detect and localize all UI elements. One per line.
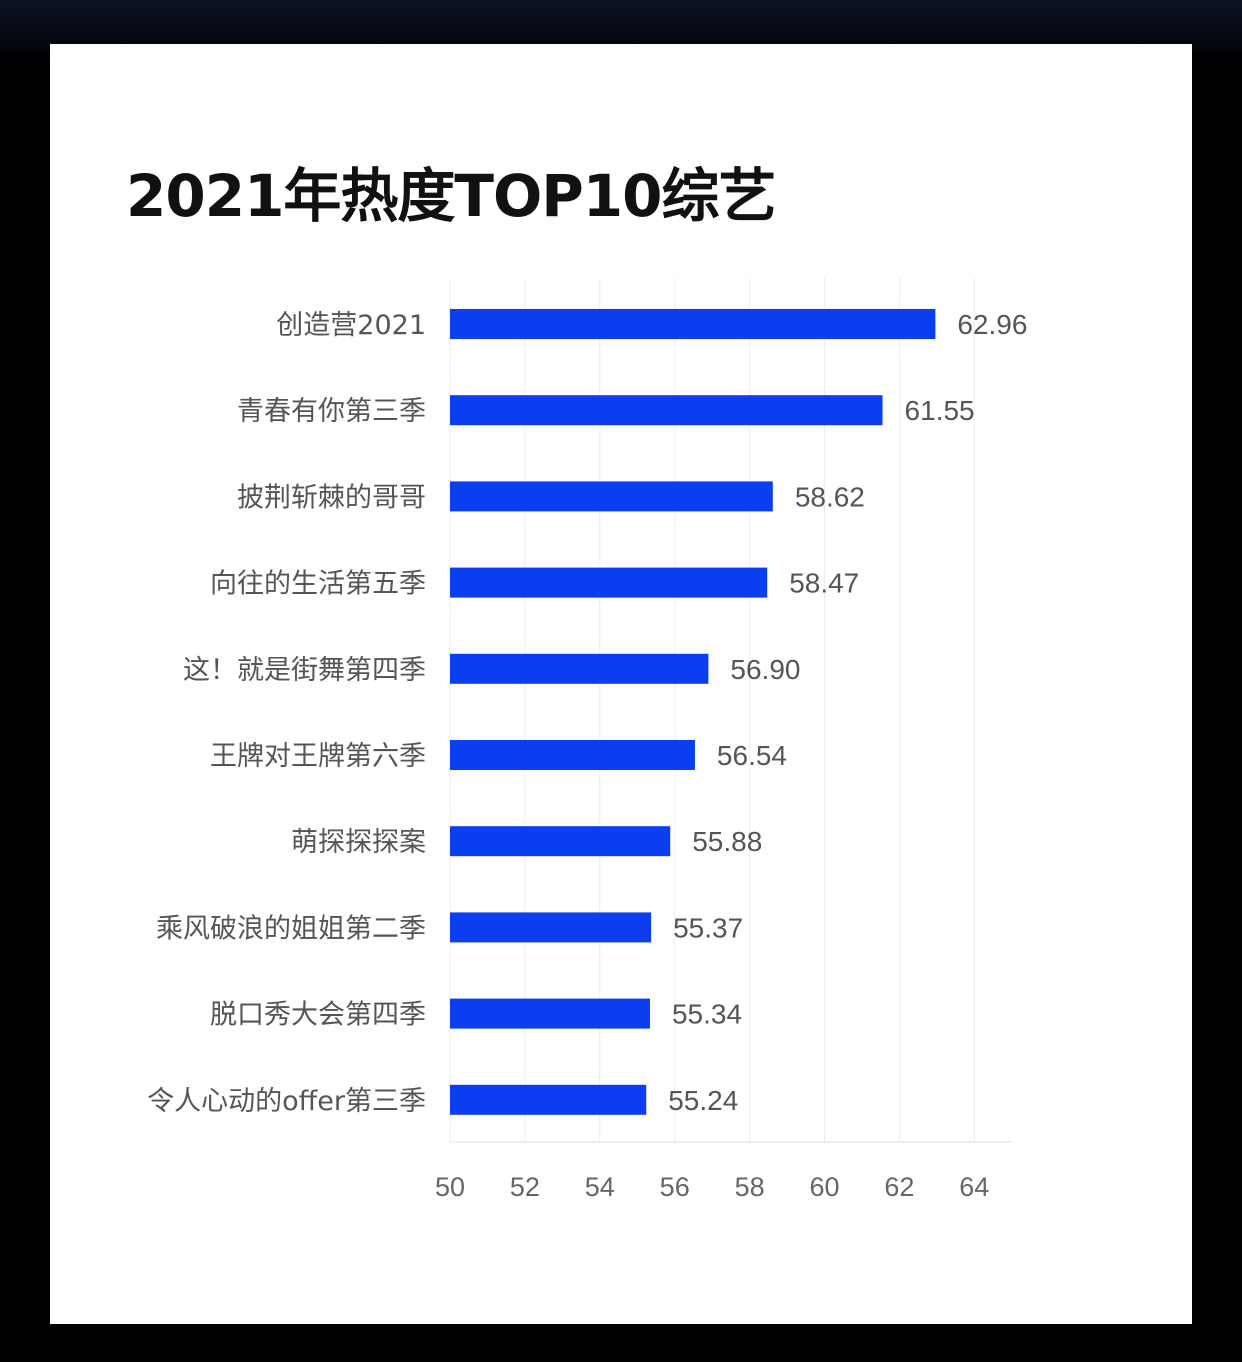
bar: [450, 653, 709, 684]
category-label: 创造营2021: [276, 310, 426, 341]
category-label: 令人心动的offer第三季: [147, 1086, 426, 1117]
bar: [450, 481, 773, 512]
chart-title: 2021年热度TOP10综艺: [126, 162, 777, 230]
bar: [450, 912, 652, 943]
x-tick-label: 56: [660, 1172, 690, 1202]
bar: [450, 309, 936, 339]
value-label: 55.34: [672, 999, 742, 1030]
category-label: 向往的生活第五季: [210, 569, 426, 600]
category-label: 这！就是街舞第四季: [183, 655, 426, 686]
value-label: 62.96: [957, 309, 1027, 340]
value-label: 58.47: [789, 568, 859, 599]
bar: [450, 826, 671, 857]
category-label: 王牌对王牌第六季: [210, 741, 426, 772]
chart-card: 2021年热度TOP10综艺 创造营2021 62.96 青春有你第三季 61.55 披…: [50, 44, 1192, 1324]
x-tick-label: 52: [510, 1172, 540, 1202]
bar: [450, 395, 883, 426]
bars: [450, 309, 936, 1115]
x-tick-label: 58: [735, 1172, 765, 1202]
bar: [450, 567, 768, 598]
category-label: 脱口秀大会第四季: [210, 1000, 426, 1031]
bar: [450, 1084, 647, 1115]
bar-chart: 创造营2021 62.96 青春有你第三季 61.55 披荆斩棘的哥哥 58.62 向往的生…: [147, 278, 1027, 1202]
value-label: 55.37: [673, 912, 743, 943]
x-tick-label: 62: [884, 1172, 914, 1202]
value-label: 61.55: [905, 395, 975, 426]
value-label: 58.62: [795, 481, 865, 512]
category-label: 萌探探探案: [291, 827, 426, 858]
category-label: 披荆斩棘的哥哥: [237, 482, 426, 513]
labels: 创造营2021 62.96 青春有你第三季 61.55 披荆斩棘的哥哥 58.62 向往的生…: [147, 309, 1027, 1117]
x-tick-label: 60: [809, 1172, 839, 1202]
x-tick-label: 54: [585, 1172, 615, 1202]
x-tick-label: 50: [435, 1172, 465, 1202]
x-axis: 50 52 54 56 58 60 62 64: [435, 1172, 989, 1202]
value-label: 56.54: [717, 740, 787, 771]
category-label: 青春有你第三季: [237, 396, 426, 427]
x-tick-label: 64: [959, 1172, 989, 1202]
value-label: 56.90: [730, 654, 800, 685]
value-label: 55.24: [668, 1085, 738, 1116]
value-label: 55.88: [692, 826, 762, 857]
category-label: 乘风破浪的姐姐第二季: [156, 913, 426, 944]
bar: [450, 998, 650, 1029]
bar: [450, 740, 695, 770]
